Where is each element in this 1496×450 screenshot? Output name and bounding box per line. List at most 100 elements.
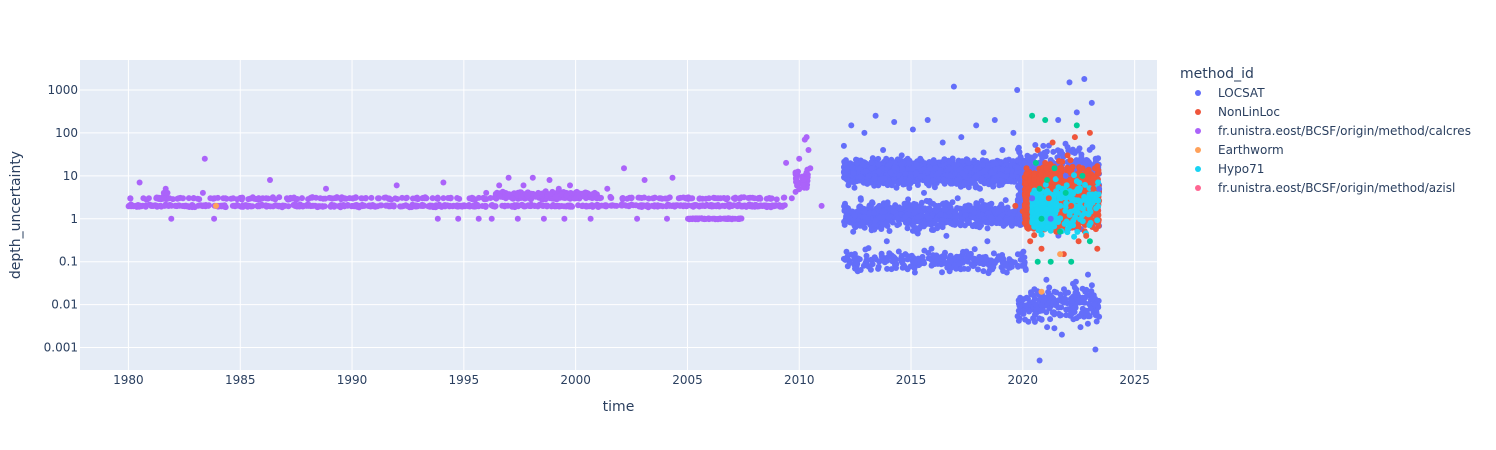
point-calcres <box>801 176 808 183</box>
point-calcres <box>690 202 697 209</box>
point-locsat <box>934 225 941 232</box>
point-locsat <box>895 248 902 255</box>
point-locsat <box>898 161 905 168</box>
point-calcres <box>454 203 461 210</box>
point-calcres <box>362 195 369 202</box>
point-calcres <box>482 202 489 209</box>
point-calcres <box>546 191 553 198</box>
point-locsat <box>908 252 915 259</box>
point-locsat <box>979 161 986 168</box>
point-calcres <box>249 194 256 201</box>
point-locsat <box>850 170 857 177</box>
point-locsat <box>997 171 1004 178</box>
point-calcres <box>733 202 740 209</box>
point-calcres <box>641 194 648 201</box>
point-locsat <box>852 265 858 272</box>
point-locsat <box>940 254 947 261</box>
point-locsat <box>939 221 946 228</box>
point-calcres <box>359 203 366 210</box>
point-locsat <box>888 266 895 273</box>
point-locsat <box>891 164 898 171</box>
point-calcres <box>434 194 441 201</box>
point-locsat <box>868 159 875 166</box>
point-calcres <box>738 203 745 210</box>
point-locsat <box>926 215 933 222</box>
point-locsat <box>927 199 934 206</box>
point-calcres <box>590 191 597 198</box>
point-locsat <box>871 175 878 182</box>
point-calcres <box>309 194 316 201</box>
point-calcres <box>341 203 348 210</box>
point-calcres <box>558 191 565 198</box>
point-calcres <box>475 194 482 201</box>
point-locsat <box>1008 261 1015 268</box>
point-locsat <box>886 161 893 168</box>
point-locsat <box>902 170 909 177</box>
point-calcres <box>394 196 401 202</box>
point-calcres <box>245 196 252 203</box>
point-calcres <box>326 194 333 201</box>
point-locsat <box>885 254 891 261</box>
point-locsat <box>857 173 864 180</box>
point-calcres <box>721 202 728 209</box>
point-locsat <box>879 255 886 262</box>
point-locsat <box>1003 269 1010 276</box>
point-locsat <box>902 219 909 226</box>
point-calcres <box>205 202 212 209</box>
point-calcres <box>732 195 739 201</box>
point-locsat <box>947 220 954 227</box>
point-locsat <box>911 258 918 265</box>
point-calcres <box>682 202 689 209</box>
point-locsat <box>925 255 932 262</box>
point-calcres <box>717 215 724 222</box>
point-calcres <box>518 192 524 199</box>
point-calcres <box>454 195 461 201</box>
point-locsat <box>1002 197 1009 204</box>
point-locsat <box>858 204 865 211</box>
point-calcres <box>665 195 672 202</box>
point-locsat <box>973 201 980 208</box>
point-locsat <box>913 161 920 168</box>
point-calcres <box>715 202 721 208</box>
point-locsat <box>919 253 926 260</box>
point-calcres <box>509 203 516 210</box>
data-points <box>125 76 1103 364</box>
point-locsat <box>973 173 980 180</box>
point-calcres <box>671 202 678 209</box>
point-calcres <box>269 195 276 202</box>
point-calcres <box>702 195 709 202</box>
point-locsat <box>953 177 960 184</box>
point-calcres <box>186 204 193 210</box>
point-calcres <box>161 202 168 209</box>
point-locsat <box>989 161 996 168</box>
point-calcres <box>447 202 454 209</box>
point-locsat <box>852 212 858 219</box>
point-locsat <box>859 161 866 168</box>
y-gridlines <box>80 89 1157 349</box>
point-calcres <box>618 201 625 208</box>
point-locsat <box>984 225 991 232</box>
point-locsat <box>875 161 882 168</box>
point-locsat <box>869 199 876 206</box>
point-calcres <box>580 191 587 198</box>
point-calcres <box>531 202 538 209</box>
point-calcres <box>607 194 614 201</box>
point-locsat <box>871 226 878 233</box>
point-calcres <box>756 194 763 201</box>
point-locsat <box>904 266 911 273</box>
point-locsat <box>841 221 848 228</box>
point-locsat <box>962 212 969 218</box>
point-calcres <box>191 204 198 211</box>
point-calcres <box>793 176 800 183</box>
point-locsat <box>909 165 916 172</box>
point-calcres <box>642 203 649 210</box>
point-locsat <box>955 254 962 260</box>
point-calcres <box>608 202 615 209</box>
point-locsat <box>851 256 858 263</box>
point-calcres <box>214 194 221 201</box>
point-calcres <box>317 203 324 210</box>
point-calcres <box>524 192 531 199</box>
point-locsat <box>959 158 966 165</box>
point-calcres <box>276 194 283 201</box>
